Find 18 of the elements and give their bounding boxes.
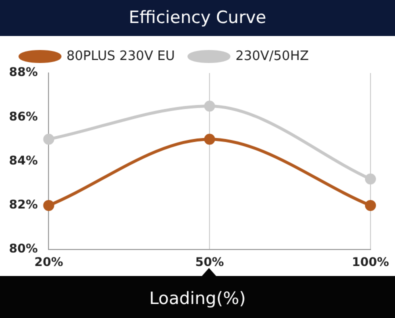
x-tick-label: 100% bbox=[352, 254, 390, 269]
y-tick-label: 80% bbox=[8, 242, 38, 256]
legend-label: 230V/50HZ bbox=[235, 48, 309, 64]
x-axis-title: Loading(%) bbox=[0, 276, 395, 318]
y-tick-label: 86% bbox=[8, 109, 38, 124]
y-tick-label: 84% bbox=[8, 153, 38, 168]
point bbox=[364, 200, 376, 211]
x-tick-label: 20% bbox=[34, 254, 64, 269]
y-tick-label: 82% bbox=[8, 198, 38, 212]
y-tick-label: 88% bbox=[8, 65, 38, 80]
point bbox=[204, 100, 216, 112]
legend-label: 80PLUS 230V EU bbox=[66, 48, 175, 64]
x-tick-label: 50% bbox=[195, 254, 224, 269]
chart-title: Efficiency Curve bbox=[0, 0, 395, 36]
point bbox=[43, 134, 54, 145]
point bbox=[43, 200, 54, 211]
point bbox=[204, 134, 216, 145]
point bbox=[364, 173, 376, 184]
